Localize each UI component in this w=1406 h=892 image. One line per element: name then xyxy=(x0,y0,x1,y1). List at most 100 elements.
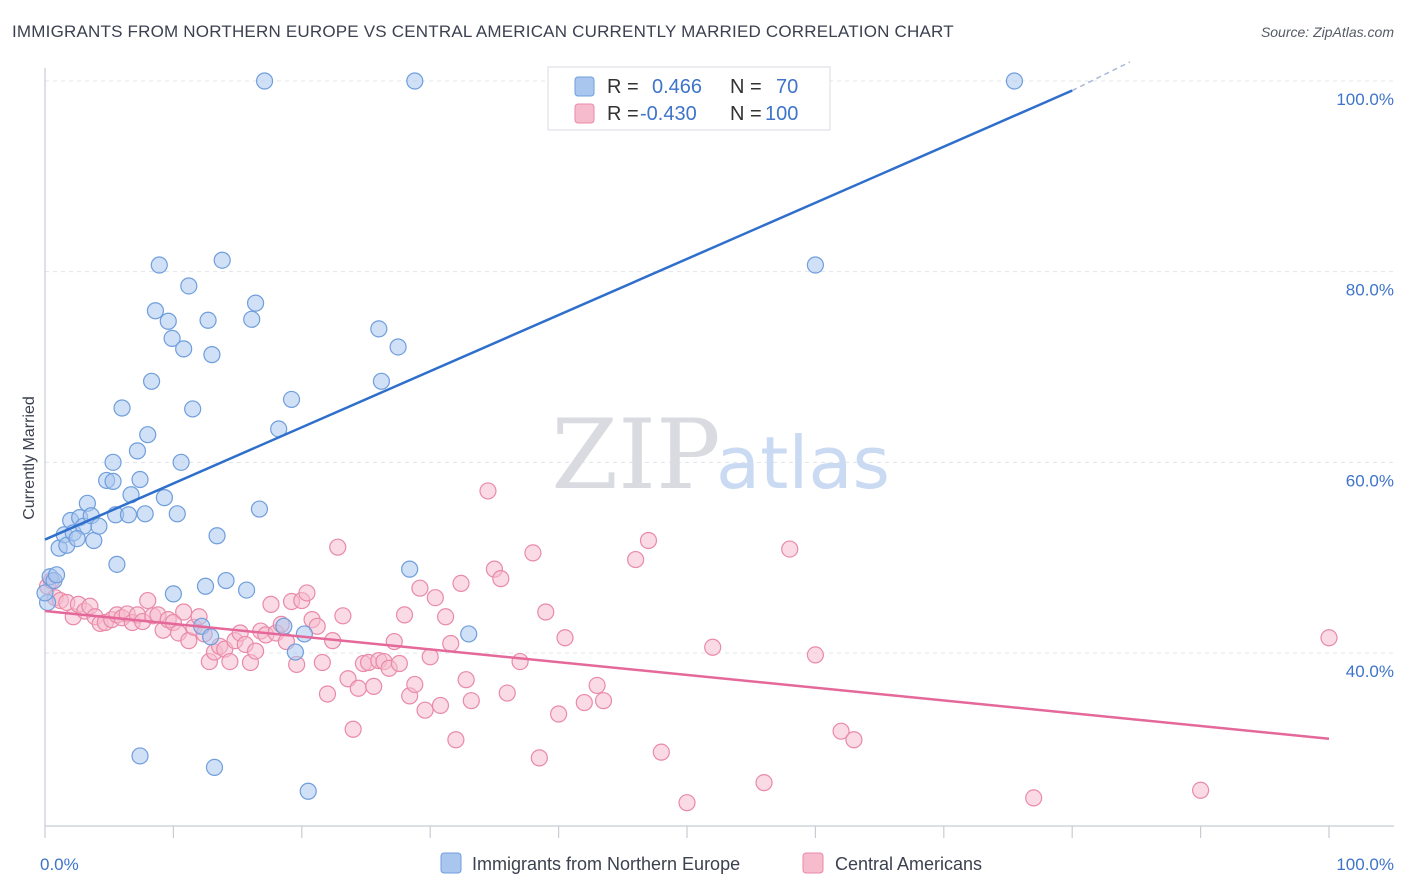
data-point-central-americans xyxy=(395,606,414,624)
data-point-central-americans xyxy=(349,679,367,697)
legend-box xyxy=(547,66,831,131)
data-point-central-americans xyxy=(313,653,331,672)
series-legend: Immigrants from Northern Europe Central … xyxy=(440,852,982,874)
y-tick-label: 40.0% xyxy=(1346,662,1394,681)
data-point-northern-europe xyxy=(243,310,261,328)
data-point-northern-europe xyxy=(168,505,186,523)
data-point-central-americans xyxy=(365,677,383,695)
data-point-northern-europe xyxy=(36,584,54,602)
data-point-northern-europe xyxy=(68,529,86,548)
data-point-central-americans xyxy=(704,638,722,656)
data-point-northern-europe xyxy=(370,320,388,338)
data-point-northern-europe xyxy=(389,338,407,356)
data-point-central-americans xyxy=(246,642,265,660)
data-point-northern-europe xyxy=(131,470,149,489)
legend-r-label-2: R = xyxy=(607,103,639,125)
data-point-central-americans xyxy=(639,531,658,550)
watermark: ZIP atlas xyxy=(551,399,890,511)
data-point-northern-europe xyxy=(275,617,293,635)
legend-swatch-pink xyxy=(574,103,595,124)
legend-r-value-1: 0.466 xyxy=(652,76,702,98)
data-point-northern-europe xyxy=(286,643,304,661)
data-point-central-americans xyxy=(457,671,475,689)
series-central-americans xyxy=(38,482,1338,812)
data-point-northern-europe xyxy=(142,372,161,390)
data-point-central-americans xyxy=(498,684,516,702)
data-point-central-americans xyxy=(411,579,429,597)
data-point-central-americans xyxy=(406,675,424,694)
data-point-central-americans xyxy=(479,482,497,500)
data-point-central-americans xyxy=(442,634,460,653)
data-point-central-americans xyxy=(308,617,326,635)
legend-r-value-2: -0.430 xyxy=(640,103,697,125)
series-northern-europe xyxy=(36,72,1024,800)
data-point-central-americans xyxy=(537,603,555,621)
data-point-northern-europe xyxy=(295,625,313,643)
data-point-central-americans xyxy=(437,608,455,626)
legend-swatch-blue xyxy=(574,76,595,97)
data-point-central-americans xyxy=(652,743,670,761)
data-point-central-americans xyxy=(1191,781,1210,799)
legend-n-value-2: 100 xyxy=(765,103,798,125)
data-point-northern-europe xyxy=(237,581,256,599)
data-point-northern-europe xyxy=(128,442,147,460)
data-point-northern-europe xyxy=(113,399,131,417)
data-point-central-americans xyxy=(175,603,193,621)
data-point-central-americans xyxy=(298,584,316,602)
x-tick-labels: 0.0% 100.0% xyxy=(40,855,1394,874)
legend-item-central-americans-swatch xyxy=(802,852,824,874)
data-point-northern-europe xyxy=(406,72,424,90)
data-point-northern-europe xyxy=(246,294,265,312)
x-tick-label: 100.0% xyxy=(1336,855,1394,874)
data-point-northern-europe xyxy=(131,747,149,765)
stats-legend: R = 0.466 N = 70 R = -0.430 N = 100 xyxy=(547,66,831,131)
data-point-central-americans xyxy=(334,607,352,625)
data-point-northern-europe xyxy=(164,585,182,603)
legend-n-value-1: 70 xyxy=(776,76,798,98)
legend-item-central-americans: Central Americans xyxy=(835,854,982,874)
data-point-northern-europe xyxy=(213,251,231,269)
data-point-northern-europe xyxy=(104,472,122,490)
data-point-central-americans xyxy=(416,701,434,719)
data-point-northern-europe xyxy=(47,566,66,584)
data-point-central-americans xyxy=(524,544,542,562)
data-point-northern-europe xyxy=(460,625,478,643)
data-point-central-americans xyxy=(588,676,606,695)
data-point-central-americans xyxy=(262,595,280,613)
data-point-northern-europe xyxy=(119,506,138,524)
x-tick-label: 0.0% xyxy=(40,855,79,874)
y-tick-labels: 40.0% 60.0% 80.0% 100.0% xyxy=(1336,90,1394,681)
data-point-central-americans xyxy=(806,646,825,664)
data-point-central-americans xyxy=(556,629,574,647)
data-point-central-americans xyxy=(627,550,645,569)
legend-item-northern-europe-swatch xyxy=(440,852,462,874)
data-point-northern-europe xyxy=(372,372,391,390)
y-axis-title: Currently Married xyxy=(21,396,38,520)
data-point-northern-europe xyxy=(104,453,122,471)
data-point-northern-europe xyxy=(136,505,154,523)
data-point-northern-europe xyxy=(175,340,193,358)
data-point-central-americans xyxy=(318,685,337,703)
y-tick-label: 60.0% xyxy=(1346,471,1394,490)
trendline-northern-europe-extension xyxy=(1071,61,1131,92)
data-point-northern-europe xyxy=(255,72,274,90)
data-point-central-americans xyxy=(678,794,696,812)
legend-n-label-1: N = xyxy=(730,76,762,98)
y-tick-label: 100.0% xyxy=(1336,90,1394,109)
data-point-northern-europe xyxy=(180,277,198,295)
data-point-northern-europe xyxy=(184,400,202,418)
axes xyxy=(44,68,1394,838)
trendline-northern-europe xyxy=(44,89,1073,541)
data-point-northern-europe xyxy=(146,302,165,320)
data-point-central-americans xyxy=(221,652,239,671)
data-point-central-americans xyxy=(426,589,444,607)
watermark-atlas: atlas xyxy=(716,421,890,505)
data-point-central-americans xyxy=(447,731,465,749)
data-point-northern-europe xyxy=(1005,72,1024,90)
data-point-central-americans xyxy=(511,652,529,671)
chart-title: IMMIGRANTS FROM NORTHERN EUROPE VS CENTR… xyxy=(12,22,954,41)
data-point-northern-europe xyxy=(108,555,126,573)
data-point-northern-europe xyxy=(250,500,269,518)
data-point-central-americans xyxy=(390,654,408,673)
